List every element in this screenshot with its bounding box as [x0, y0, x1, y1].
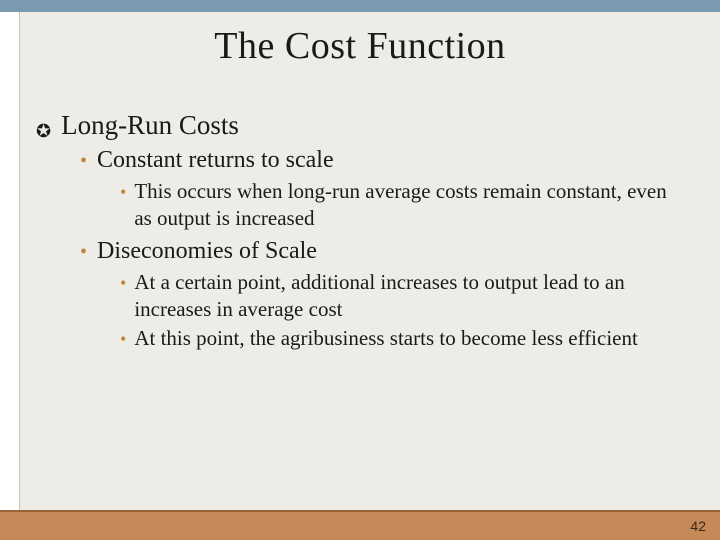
list-item-label: Long-Run Costs — [61, 110, 239, 141]
top-accent-bar — [0, 0, 720, 12]
slide-content: ✪ Long-Run Costs • Constant returns to s… — [36, 110, 690, 353]
list-item-label: Constant returns to scale — [97, 147, 334, 174]
bullet-icon: ✪ — [36, 122, 51, 140]
page-number: 42 — [690, 518, 706, 534]
bullet-icon: • — [120, 183, 126, 201]
bullet-icon: • — [120, 274, 126, 292]
left-gutter — [0, 12, 20, 510]
bullet-icon: • — [120, 330, 126, 348]
list-item-label: At a certain point, additional increases… — [134, 269, 680, 323]
list-item: • Diseconomies of Scale — [80, 238, 690, 265]
list-item: • At this point, the agribusiness starts… — [120, 325, 690, 352]
bullet-icon: • — [80, 151, 87, 171]
bullet-icon: • — [80, 242, 87, 262]
list-item: • This occurs when long-run average cost… — [120, 178, 690, 232]
slide-title: The Cost Function — [0, 24, 720, 68]
list-item-label: At this point, the agribusiness starts t… — [134, 325, 638, 352]
list-item: • Constant returns to scale — [80, 147, 690, 174]
list-item-label: Diseconomies of Scale — [97, 238, 317, 265]
list-item: ✪ Long-Run Costs — [36, 110, 690, 141]
list-item: • At a certain point, additional increas… — [120, 269, 690, 323]
list-item-label: This occurs when long-run average costs … — [134, 178, 680, 232]
bottom-accent-bar: 42 — [0, 510, 720, 540]
